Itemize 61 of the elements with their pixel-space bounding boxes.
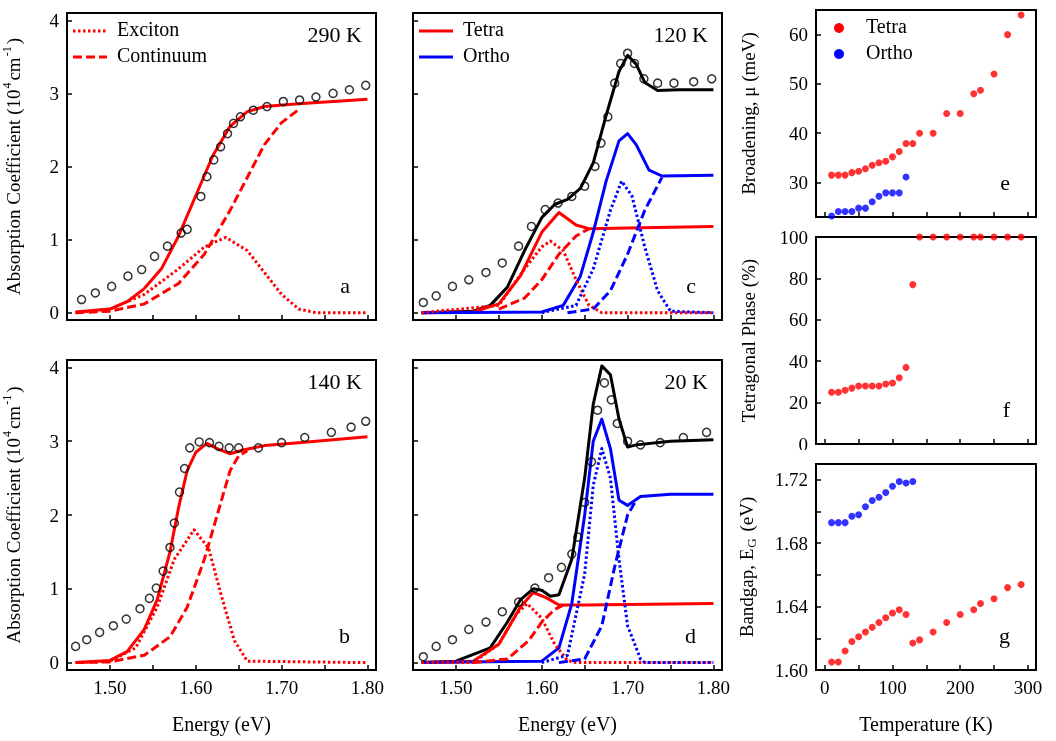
x-tick-label: 1.80 (350, 677, 385, 698)
y-axis-title: Tetragonal Phase (%) (738, 258, 760, 423)
y-tick-label: 1 (49, 578, 59, 600)
y-axis-title: Absorption Coefficient (104cm-1) (0, 38, 25, 295)
x-axis-title: Energy (eV) (171, 713, 272, 736)
y-tick-label: 3 (49, 430, 59, 452)
y-tick-label: 1.64 (774, 596, 809, 618)
y-tick-label: 1.72 (774, 469, 808, 491)
annotation: c (686, 272, 697, 298)
annotation: a (340, 272, 351, 298)
x-tick-label: 1.60 (179, 677, 213, 698)
x-tick-label: 200 (945, 677, 975, 698)
x-tick-label: 300 (1013, 677, 1043, 698)
annotation: b (339, 622, 350, 648)
y-tick-label: 4 (49, 356, 60, 378)
annotation: g (999, 622, 1010, 648)
x-tick-label: 1.60 (525, 677, 559, 698)
x-tick-label: 1.70 (264, 677, 299, 698)
y-tick-label: 30 (789, 172, 808, 193)
annotation: 20 K (664, 368, 709, 394)
x-tick-label: 1.50 (93, 677, 127, 698)
x-tick-label: 1.70 (610, 677, 645, 698)
y-axis-title: Broadening, μ (meV) (738, 32, 760, 195)
y-tick-label: 0 (798, 433, 808, 455)
y-tick-label: 1.60 (774, 659, 808, 681)
annotation: 120 K (653, 21, 709, 47)
x-axis-title: Temperature (K) (859, 713, 993, 736)
y-tick-label: 1 (49, 229, 59, 251)
y-tick-label: 4 (49, 9, 60, 31)
x-tick-label: 0 (820, 677, 830, 698)
legend-label: Ortho (866, 41, 913, 63)
y-tick-label: 1.68 (774, 532, 808, 554)
y-tick-label: 40 (789, 350, 808, 372)
legend-label: Ortho (463, 44, 510, 66)
y-tick-label: 2 (49, 504, 59, 526)
y-tick-label: 0 (49, 652, 59, 674)
x-tick-label: 1.50 (439, 677, 473, 698)
y-tick-label: 80 (789, 267, 808, 289)
y-tick-label: 50 (789, 73, 808, 95)
y-tick-label: 20 (789, 392, 808, 414)
x-axis-title: Energy (eV) (517, 713, 618, 736)
legend-label: Tetra (866, 15, 907, 37)
y-tick-label: 60 (789, 309, 808, 331)
y-axis-title: Bandgap, EG (eV) (735, 496, 759, 638)
y-axis-title: Absorption Coefficient (104cm-1) (0, 386, 25, 644)
annotation: f (1002, 396, 1011, 422)
y-tick-label: 0 (49, 302, 59, 324)
annotation: e (1000, 169, 1010, 195)
y-tick-label: 100 (779, 226, 808, 248)
annotation: 140 K (307, 368, 363, 394)
y-tick-label: 3 (49, 82, 59, 104)
x-tick-label: 100 (878, 677, 907, 698)
x-tick-label: 1.80 (696, 677, 731, 698)
annotation: d (685, 622, 696, 648)
y-tick-label: 2 (49, 156, 59, 177)
legend-label: Exciton (117, 18, 180, 40)
y-tick-label: 60 (789, 24, 808, 46)
y-tick-label: 40 (789, 122, 808, 144)
legend-label: Continuum (117, 44, 208, 66)
annotation: 290 K (307, 21, 363, 47)
legend-label: Tetra (463, 18, 504, 40)
